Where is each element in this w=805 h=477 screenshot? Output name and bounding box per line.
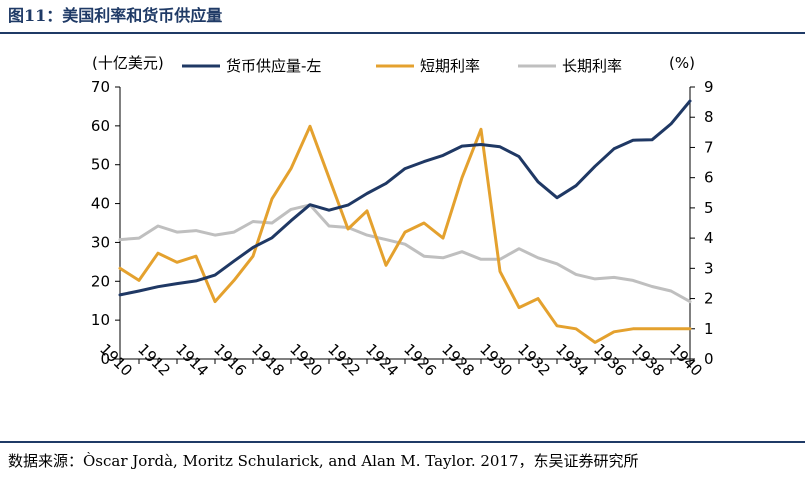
legend-label-1: 货币供应量-左 (226, 57, 321, 75)
left-tick-label: 10 (91, 311, 110, 329)
figure-title: 图11：美国利率和货币供应量 (8, 6, 223, 25)
right-tick-label: 3 (704, 259, 714, 277)
right-tick-label: 4 (704, 229, 714, 247)
x-tick-label: 1922 (324, 340, 364, 380)
x-tick-label: 1926 (400, 340, 440, 380)
right-tick-label: 8 (704, 108, 714, 126)
axes: 0102030405060700123456789191019121914191… (91, 78, 714, 380)
x-tick-label: 1918 (248, 340, 288, 380)
right-tick-label: 6 (704, 169, 714, 187)
left-tick-label: 0 (100, 350, 110, 368)
left-tick-label: 60 (91, 117, 110, 135)
right-tick-label: 0 (704, 350, 714, 368)
left-tick-label: 40 (91, 195, 110, 213)
x-tick-label: 1938 (628, 340, 668, 380)
x-tick-label: 1924 (362, 340, 402, 380)
x-tick-label: 1912 (134, 340, 174, 380)
x-tick-label: 1930 (476, 340, 516, 380)
left-axis-unit: (十亿美元) (92, 54, 164, 72)
x-tick-label: 1936 (590, 340, 630, 380)
bottom-rule (0, 441, 805, 443)
left-tick-label: 30 (91, 233, 110, 251)
legend: 货币供应量-左 短期利率 长期利率 (182, 57, 622, 75)
x-tick-label: 1932 (514, 340, 554, 380)
x-tick-label: 1916 (210, 340, 250, 380)
top-rule (0, 32, 805, 34)
x-tick-label: 1920 (286, 340, 326, 380)
left-tick-label: 70 (91, 78, 110, 96)
legend-label-2: 短期利率 (420, 57, 480, 75)
series-layer (118, 99, 692, 344)
x-tick-label: 1914 (172, 340, 212, 380)
x-tick-label: 1928 (438, 340, 478, 380)
x-tick-label: 1934 (552, 340, 592, 380)
x-tick-label: 1940 (666, 340, 706, 380)
right-tick-label: 5 (704, 199, 714, 217)
right-tick-label: 1 (704, 320, 714, 338)
right-axis-unit: (%) (669, 54, 695, 72)
series-line-3 (118, 203, 692, 304)
series-line-2 (118, 124, 692, 344)
right-tick-label: 7 (704, 138, 714, 156)
chart: 0102030405060700123456789191019121914191… (91, 54, 714, 380)
legend-label-3: 长期利率 (562, 57, 622, 75)
right-tick-label: 2 (704, 290, 714, 308)
left-tick-label: 50 (91, 156, 110, 174)
left-tick-label: 20 (91, 272, 110, 290)
right-tick-label: 9 (704, 78, 714, 96)
source-note: 数据来源：Òscar Jordà, Moritz Schularick, and… (8, 452, 639, 470)
series-line-1 (118, 99, 692, 297)
